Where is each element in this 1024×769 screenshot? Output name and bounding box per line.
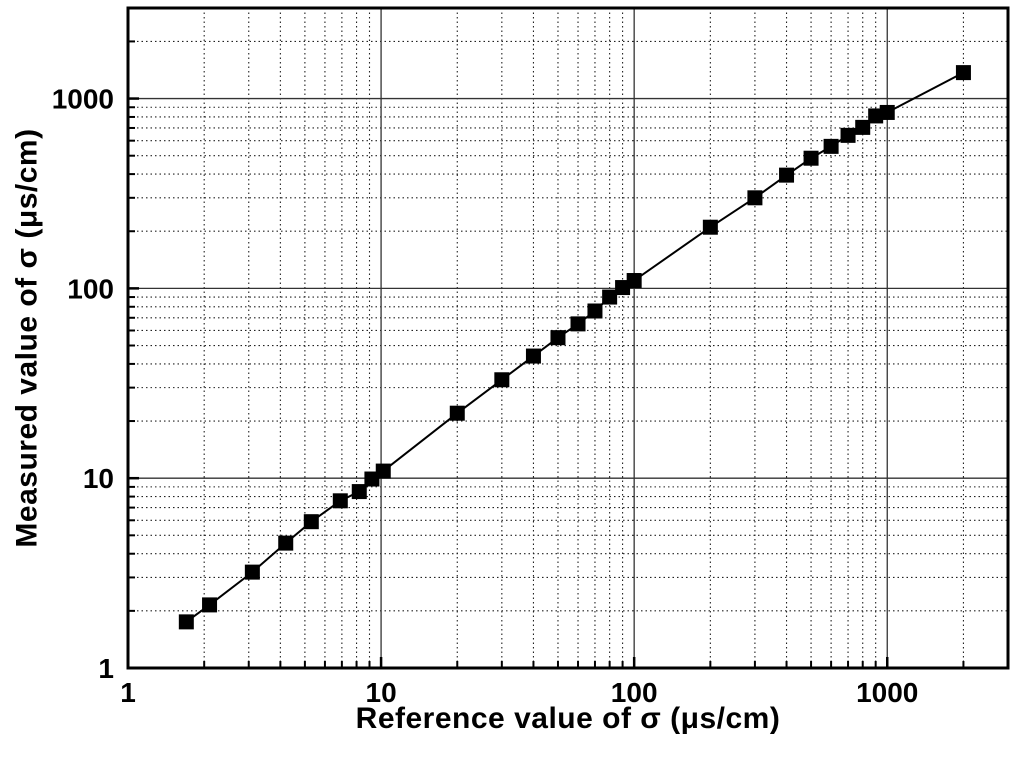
data-point-marker xyxy=(840,127,856,143)
data-point-marker xyxy=(855,119,871,135)
y-tick-label: 1 xyxy=(98,653,114,684)
data-point-marker xyxy=(202,597,218,613)
data-point-marker xyxy=(615,280,631,296)
data-point-marker xyxy=(702,219,718,235)
data-line xyxy=(185,71,964,623)
data-point-marker xyxy=(779,167,795,183)
data-point-marker xyxy=(550,330,566,346)
data-point-marker xyxy=(332,493,348,509)
x-axis-title: Reference value of σ (μs/cm) xyxy=(355,702,781,735)
data-point-marker xyxy=(178,614,194,630)
data-point-marker xyxy=(803,150,819,166)
data-point-marker xyxy=(879,104,895,120)
x-tick-label: 1 xyxy=(120,677,136,708)
data-point-marker xyxy=(602,289,618,305)
data-point-marker xyxy=(449,405,465,421)
data-point-marker xyxy=(494,372,510,388)
y-axis-title-box: Measured value of σ (μs/cm) xyxy=(6,8,50,668)
plot-frame xyxy=(126,6,1010,670)
data-point-marker xyxy=(587,303,603,319)
y-tick-label: 1000 xyxy=(52,84,114,115)
y-tick-label: 100 xyxy=(67,273,114,304)
data-point-marker xyxy=(525,348,541,364)
data-point-marker xyxy=(278,535,294,551)
data-point-marker xyxy=(570,316,586,332)
x-tick-label: 10 xyxy=(366,677,397,708)
y-axis-title: Measured value of σ (μs/cm) xyxy=(11,128,45,548)
y-tick-label: 10 xyxy=(83,463,114,494)
x-tick-label: 100 xyxy=(611,677,658,708)
data-point-marker xyxy=(747,190,763,206)
data-point-marker xyxy=(375,463,391,479)
data-point-marker xyxy=(955,65,971,81)
x-tick-label: 1000 xyxy=(856,677,918,708)
data-point-marker xyxy=(351,484,367,500)
data-point-marker xyxy=(244,564,260,580)
data-point-marker xyxy=(868,108,884,124)
data-point-marker xyxy=(303,514,319,530)
data-point-marker xyxy=(823,138,839,154)
data-point-marker xyxy=(364,471,380,487)
data-point-marker xyxy=(626,273,642,289)
